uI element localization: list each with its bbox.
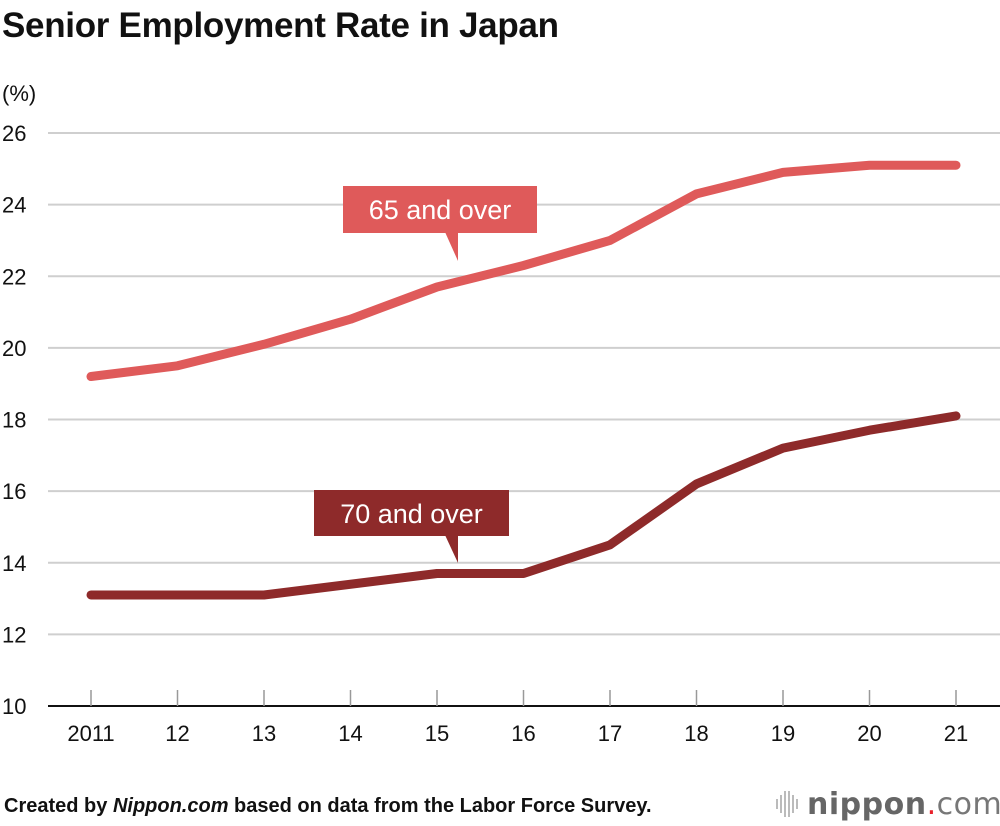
y-tick-label: 10 (2, 694, 26, 719)
source-suffix: based on data from the Labor Force Surve… (228, 795, 652, 817)
legend-label: 65 and over (369, 195, 512, 225)
y-tick-label: 16 (2, 479, 26, 504)
x-tick-label: 2011 (67, 721, 114, 746)
y-tick-label: 26 (2, 121, 26, 146)
legend-callout-pointer (445, 535, 458, 563)
legend-label: 70 and over (340, 499, 483, 529)
x-tick-label: 17 (598, 721, 622, 746)
y-tick-label: 14 (2, 551, 26, 576)
legend-callout-box (343, 186, 537, 233)
x-tick-label: 15 (425, 721, 449, 746)
logo-text: nippon.com (807, 786, 1000, 822)
y-tick-label: 22 (2, 264, 26, 289)
x-tick-label: 16 (511, 721, 535, 746)
source-prefix: Created by (4, 795, 113, 817)
series-line-70-and-over (86, 411, 961, 600)
y-tick-label: 24 (2, 193, 26, 218)
x-tick-label: 13 (252, 721, 276, 746)
legend-callout-box (314, 490, 509, 536)
x-tick-label: 21 (944, 721, 968, 746)
legend-callout-pointer (445, 232, 458, 261)
y-tick-label: 12 (2, 622, 26, 647)
y-axis-unit-label: (%) (2, 81, 36, 106)
nippon-logo: nippon.com (775, 786, 1000, 822)
x-tick-label: 20 (857, 721, 881, 746)
x-tick-label: 19 (771, 721, 795, 746)
sound-wave-bars-icon (776, 791, 798, 817)
x-tick-label: 14 (338, 721, 362, 746)
y-tick-label: 18 (2, 408, 26, 433)
x-tick-label: 12 (165, 721, 189, 746)
x-tick-label: 18 (684, 721, 708, 746)
chart-title: Senior Employment Rate in Japan (2, 6, 559, 45)
source-name: Nippon.com (112, 795, 229, 817)
line-chart: (%) 10 12 14 16 18 20 22 24 26 2011 12 13 14 15 16 17 18 1… (2, 81, 1000, 746)
y-tick-label: 20 (2, 336, 26, 361)
source-note: Created by Nippon.com based on data from… (4, 795, 652, 818)
